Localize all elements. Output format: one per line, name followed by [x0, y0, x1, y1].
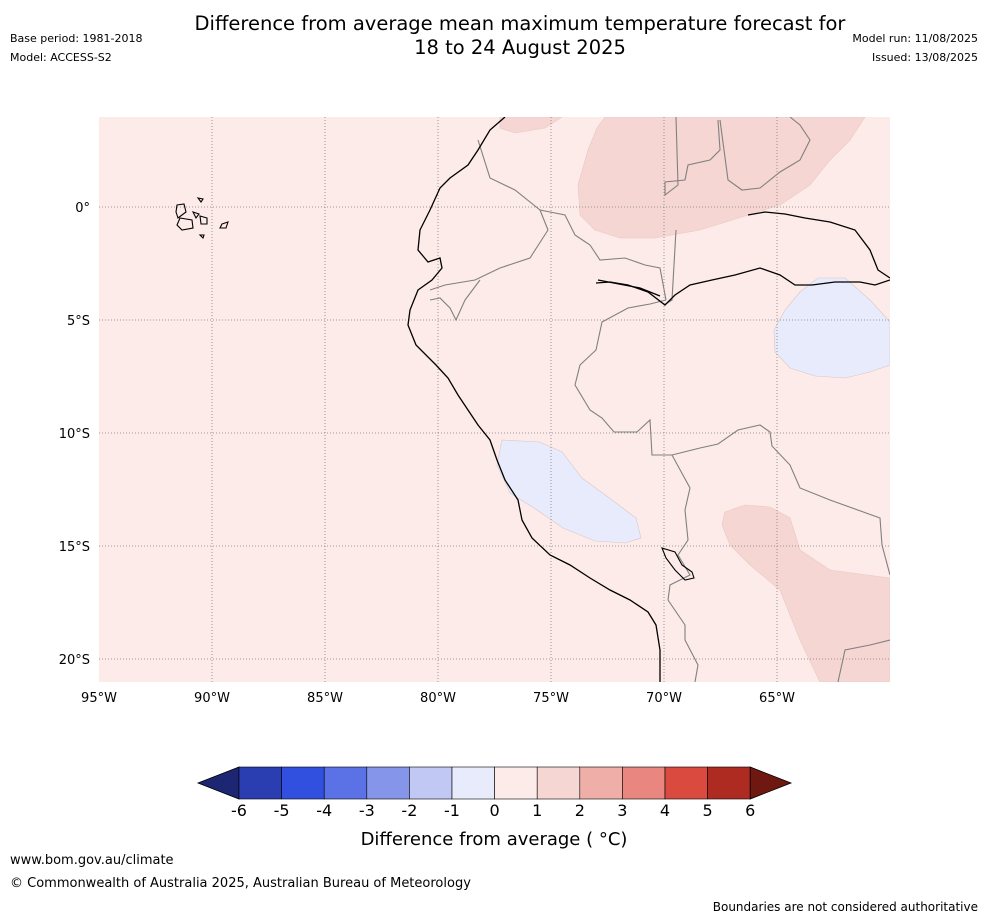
colorbar: -6 -5 -4 -3 -2 -1 0 1 2 3 4 5 6 Difference from avera… [196, 766, 793, 850]
colorbar-segment [494, 766, 538, 800]
colorbar-segment [323, 766, 368, 800]
colorbar-segment [707, 766, 751, 800]
colorbar-tick-label: 1 [532, 801, 542, 820]
lake-titicaca [661, 547, 695, 581]
colorbar-tick-label: 3 [617, 801, 627, 820]
colorbar-tick-label: 0 [490, 801, 500, 820]
model-name: Model: ACCESS-S2 [10, 51, 112, 64]
colorbar-tick-label: 2 [575, 801, 585, 820]
title-line-1: Difference from average mean maximum tem… [194, 12, 846, 35]
issued-date: Issued: 13/08/2025 [871, 51, 978, 64]
colorbar-segment [238, 766, 282, 800]
galapagos-islands [175, 197, 229, 240]
latitude-label: 10°S [59, 427, 90, 442]
coastline [407, 117, 890, 682]
colorbar-segment [664, 766, 708, 800]
boundaries-disclaimer: Boundaries are not considered authoritat… [712, 900, 978, 914]
colorbar-segment [579, 766, 623, 800]
longitude-label: 80°W [420, 691, 456, 706]
colorbar-extend-high [749, 766, 793, 800]
model-run: Model run: 11/08/2025 [852, 32, 978, 45]
colorbar-segment [622, 766, 666, 800]
warm-anomaly-region-amazon [577, 117, 866, 239]
longitude-label: 85°W [307, 691, 343, 706]
colorbar-tick-label: -2 [401, 801, 417, 820]
colorbar-segment [536, 766, 581, 800]
copyright-notice: © Commonwealth of Australia 2025, Austra… [10, 876, 471, 891]
longitude-label: 95°W [81, 691, 117, 706]
longitude-label: 65°W [759, 691, 795, 706]
base-period: Base period: 1981-2018 [10, 32, 143, 45]
colorbar-segment [281, 766, 325, 800]
colorbar-tick-label: -5 [274, 801, 290, 820]
longitude-labels: 95°W 90°W 85°W 80°W 75°W 70°W 65°W [81, 691, 795, 706]
colorbar-tick-label: 5 [703, 801, 713, 820]
longitude-label: 70°W [646, 691, 682, 706]
colorbar-segment [451, 766, 495, 800]
colorbar-tick-label: 6 [745, 801, 755, 820]
longitude-label: 75°W [533, 691, 569, 706]
latitude-label: 20°S [59, 653, 90, 668]
longitude-label: 90°W [194, 691, 230, 706]
map-area [99, 117, 890, 682]
latitude-label: 0° [75, 201, 90, 216]
title-line-2: 18 to 24 August 2025 [414, 36, 626, 59]
latitude-label: 15°S [59, 540, 90, 555]
warm-anomaly-region-north [499, 117, 563, 134]
colorbar-segment [366, 766, 410, 800]
colorbar-tick-label: -4 [316, 801, 332, 820]
colorbar-tick-label: 4 [660, 801, 670, 820]
chart-title: Difference from average mean maximum tem… [0, 12, 988, 60]
source-url[interactable]: www.bom.gov.au/climate [10, 853, 174, 868]
cool-anomaly-region-peru [496, 439, 642, 544]
latitude-labels: 0° 5°S 10°S 15°S 20°S [59, 201, 90, 668]
gridlines [99, 117, 890, 682]
colorbar-tick-label: -3 [359, 801, 375, 820]
colorbar-segment [409, 766, 453, 800]
colorbar-tick-label: -6 [231, 801, 247, 820]
colorbar-extend-low [196, 766, 240, 800]
latitude-label: 5°S [67, 314, 90, 329]
colorbar-label: Difference from average ( °C) [361, 829, 628, 850]
colorbar-tick-label: -1 [444, 801, 460, 820]
